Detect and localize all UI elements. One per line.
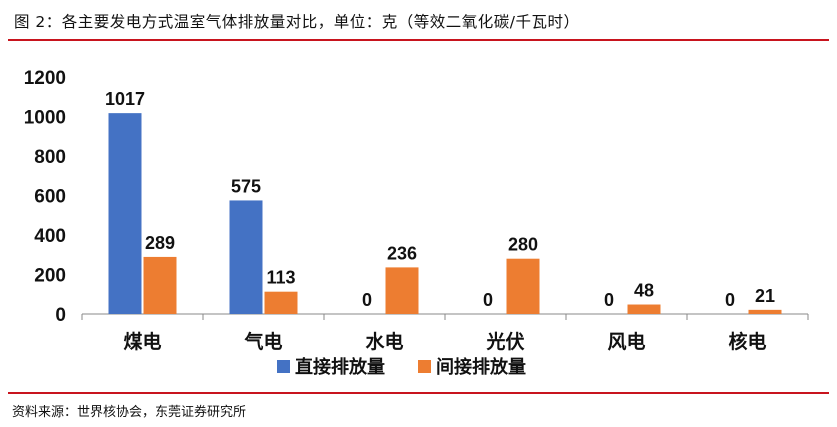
y-tick-label: 1000: [24, 108, 66, 129]
data-label: 21: [755, 286, 775, 306]
bar-indirect: [748, 309, 782, 314]
data-label: 236: [387, 243, 417, 263]
y-tick-label: 1200: [24, 68, 66, 89]
bar-indirect: [143, 256, 177, 314]
x-category-label: 风电: [607, 330, 645, 353]
y-tick-label: 800: [34, 147, 66, 168]
y-tick-label: 200: [34, 266, 66, 287]
data-label: 0: [604, 290, 614, 310]
y-tick-label: 400: [34, 226, 66, 247]
bar-chart: 0200400600800100012001017289煤电575113气电02…: [24, 68, 809, 378]
legend-label: 直接排放量: [295, 356, 385, 378]
data-label: 0: [362, 290, 372, 310]
x-category-label: 水电: [365, 330, 403, 353]
bar-indirect: [506, 258, 540, 314]
legend-swatch-indirect: [418, 360, 431, 373]
bar-indirect: [385, 267, 419, 314]
legend-swatch-direct: [277, 360, 290, 373]
x-category-label: 气电: [243, 330, 282, 353]
data-label: 48: [634, 281, 654, 301]
data-label: 113: [266, 268, 295, 288]
data-label: 575: [231, 176, 261, 196]
top-rule: [8, 39, 829, 41]
data-label: 0: [725, 290, 735, 310]
source-note: 资料来源：世界核协会，东莞证券研究所: [12, 405, 247, 420]
bar-indirect: [264, 291, 298, 314]
bottom-rule: [8, 392, 829, 394]
data-label: 289: [145, 233, 175, 253]
data-label: 280: [508, 235, 538, 255]
figure-title: 图 2：各主要发电方式温室气体排放量对比，单位：克（等效二氧化碳/千瓦时）: [14, 13, 580, 31]
y-tick-label: 600: [34, 187, 66, 208]
x-category-label: 核电: [728, 330, 766, 353]
bar-indirect: [627, 304, 661, 314]
legend-label: 间接排放量: [436, 356, 526, 378]
x-category-label: 煤电: [123, 330, 161, 353]
data-label: 1017: [105, 89, 145, 109]
bar-direct: [229, 200, 263, 314]
y-tick-label: 0: [55, 305, 66, 326]
data-label: 0: [483, 290, 493, 310]
bar-direct: [108, 113, 142, 314]
x-category-label: 光伏: [485, 330, 524, 353]
